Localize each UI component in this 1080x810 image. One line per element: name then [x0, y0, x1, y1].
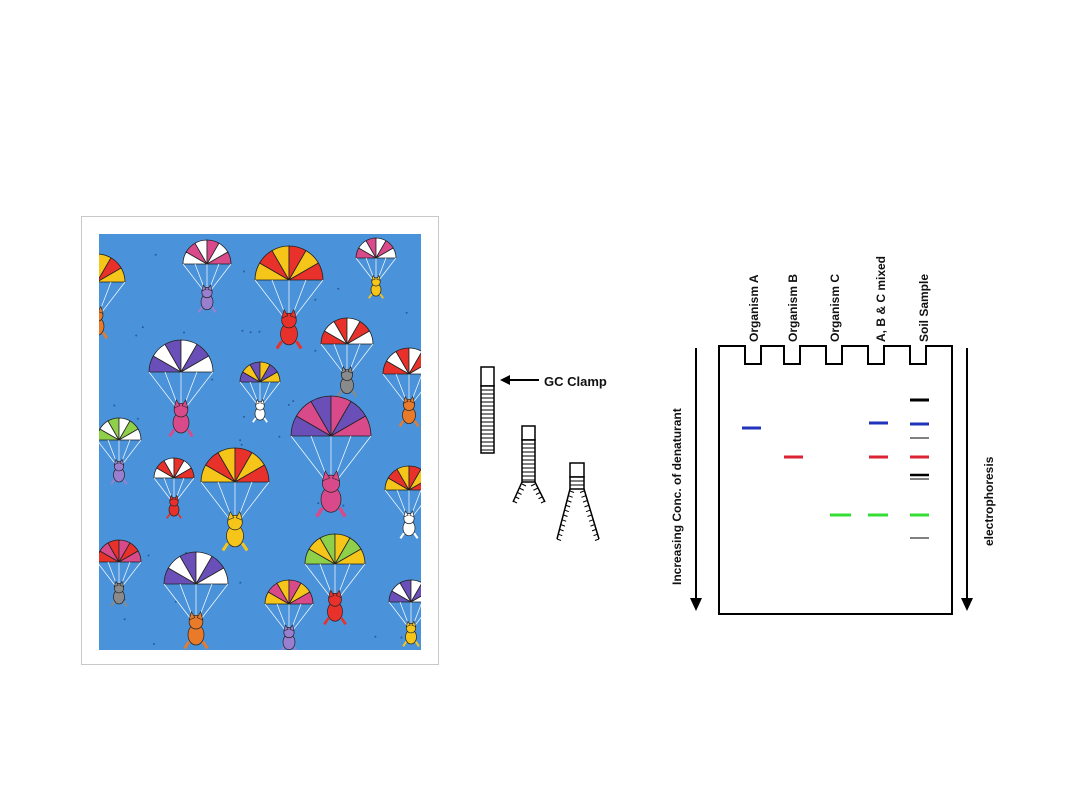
- lane-label-organism-c: Organism C: [828, 274, 842, 342]
- parachute-cats-picture: [99, 234, 421, 650]
- electrophoresis-arrow: [961, 348, 973, 611]
- lane-label-mixed: A, B & C mixed: [874, 256, 888, 342]
- gc-clamp-label: GC Clamp: [544, 374, 607, 389]
- gc-clamp-arrow: [500, 375, 539, 385]
- cats-parachute-illustration: [81, 216, 439, 665]
- dna-double-strand: [480, 366, 495, 454]
- lane-label-organism-a: Organism A: [747, 274, 761, 342]
- lane-label-organism-b: Organism B: [786, 274, 800, 342]
- denaturant-arrow: [690, 348, 702, 611]
- electrophoresis-axis-label: electrophoresis: [982, 456, 996, 546]
- gel: Organism A Organism B Organism C A, B & …: [718, 256, 953, 615]
- dna-melting-schematic: GC Clamp: [480, 366, 607, 541]
- dna-mostly-melted: [556, 462, 600, 541]
- gel-outline: [718, 345, 953, 615]
- lane-label-soil-sample: Soil Sample: [917, 274, 931, 342]
- denaturant-axis-label: Increasing Conc. of denaturant: [670, 408, 684, 585]
- dna-partially-melted: [512, 425, 546, 504]
